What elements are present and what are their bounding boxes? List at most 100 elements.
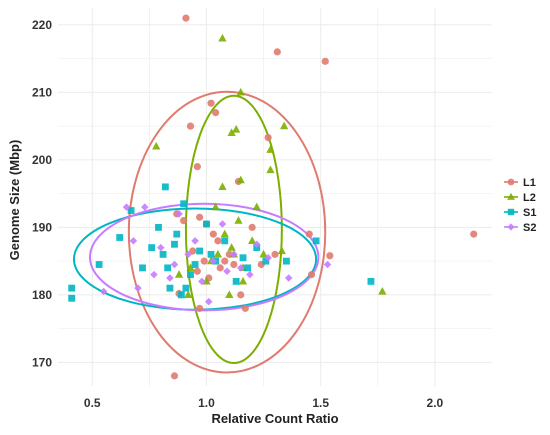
data-point-l2: [252, 202, 261, 211]
data-point-s1: [203, 220, 210, 228]
data-point-l2: [227, 243, 236, 251]
data-point-s1: [173, 230, 181, 238]
legend-label-l1: L1: [523, 177, 536, 189]
y-tick-label: 210: [32, 85, 52, 99]
legend-key-s1: [507, 208, 515, 216]
ellipse-l1: [127, 90, 327, 374]
data-point-l1: [264, 134, 272, 142]
data-point-s1: [95, 261, 103, 268]
data-point-l2: [236, 87, 245, 96]
plot-panel: [58, 8, 492, 386]
data-point-l1: [307, 271, 316, 279]
data-point-l2: [218, 33, 227, 42]
data-point-s1: [180, 200, 188, 208]
data-point-s2: [150, 270, 158, 279]
data-point-s1: [161, 183, 169, 191]
y-tick-label: 190: [32, 220, 52, 234]
y-tick-label: 170: [32, 355, 52, 369]
data-point-s2: [246, 270, 254, 279]
data-point-l1: [305, 230, 313, 238]
ellipse-s2: [88, 202, 320, 312]
data-point-l1: [216, 264, 224, 272]
data-point-s1: [148, 244, 156, 252]
data-point-s1: [207, 250, 215, 258]
data-point-l2: [227, 128, 236, 136]
data-point-s1: [221, 237, 229, 245]
data-point-l2: [225, 290, 234, 298]
data-point-l1: [230, 260, 238, 269]
x-tick-label: 2.0: [427, 396, 444, 410]
data-point-s1: [283, 257, 290, 265]
data-point-l1: [271, 250, 279, 258]
data-point-s2: [264, 253, 272, 262]
data-point-l1: [189, 247, 197, 255]
data-point-s2: [236, 264, 245, 272]
tick-labels: 0.5 1.0 1.5 2.0 170 180 190 200 210 220: [32, 18, 444, 410]
x-tick-label: 0.5: [84, 396, 101, 410]
data-point-s1: [116, 234, 124, 241]
data-point-l2: [378, 286, 387, 295]
data-point-s1: [127, 207, 135, 214]
y-axis-title: Genome Size (Mbp): [7, 140, 22, 261]
data-point-s1: [164, 264, 172, 272]
data-point-l2: [213, 249, 223, 258]
data-point-l2: [174, 270, 184, 278]
data-point-l2: [211, 202, 220, 211]
data-point-s1: [262, 257, 270, 265]
data-point-s2: [204, 297, 213, 306]
data-point-l1: [241, 304, 249, 312]
data-point-l1: [193, 163, 201, 171]
data-point-s2: [175, 210, 183, 218]
data-point-l1: [186, 122, 195, 130]
data-point-s1: [239, 254, 247, 262]
data-point-l2: [248, 236, 257, 244]
data-point-l1: [248, 223, 256, 231]
data-point-s2: [323, 260, 332, 269]
data-points: [68, 14, 478, 380]
y-tick-label: 220: [32, 18, 52, 32]
data-point-l1: [214, 237, 222, 245]
data-point-l2: [266, 165, 275, 174]
data-point-s2: [166, 274, 174, 282]
data-point-s2: [141, 203, 149, 211]
data-point-s2: [198, 277, 206, 286]
legend-label-s1: S1: [523, 207, 536, 219]
y-tick-label: 180: [32, 288, 52, 302]
data-point-s2: [122, 203, 131, 211]
legend: L1 L2 S1 S2: [504, 177, 536, 234]
data-point-s1: [244, 264, 252, 272]
data-point-l1: [196, 304, 204, 312]
data-point-s2: [223, 267, 231, 276]
data-point-l1: [193, 267, 201, 275]
data-point-s1: [232, 277, 240, 285]
data-point-l1: [209, 230, 217, 238]
data-point-s2: [184, 250, 192, 259]
data-point-l1: [196, 213, 204, 221]
data-point-l1: [200, 257, 208, 265]
data-point-s1: [171, 240, 178, 248]
x-tick-label: 1.0: [198, 396, 215, 410]
data-point-l1: [326, 252, 334, 260]
legend-key-s2: [507, 223, 515, 231]
ellipse-l2: [184, 94, 283, 365]
y-tick-label: 200: [32, 153, 52, 167]
data-point-s1: [196, 247, 204, 255]
legend-key-l1: [507, 178, 515, 186]
data-point-l2: [277, 246, 286, 255]
data-point-s1: [166, 284, 174, 292]
data-point-l1: [321, 57, 329, 65]
data-point-s1: [177, 291, 185, 299]
data-point-l2: [238, 276, 248, 285]
data-point-s1: [187, 271, 194, 279]
data-point-s1: [367, 277, 375, 285]
legend-label-l2: L2: [523, 192, 536, 204]
data-point-l2: [279, 121, 289, 130]
data-point-s2: [129, 237, 138, 245]
data-point-l2: [232, 124, 241, 133]
legend-key-l2: [507, 192, 515, 200]
data-point-l2: [266, 145, 275, 153]
data-point-l1: [212, 109, 220, 117]
data-point-s2: [191, 237, 199, 245]
